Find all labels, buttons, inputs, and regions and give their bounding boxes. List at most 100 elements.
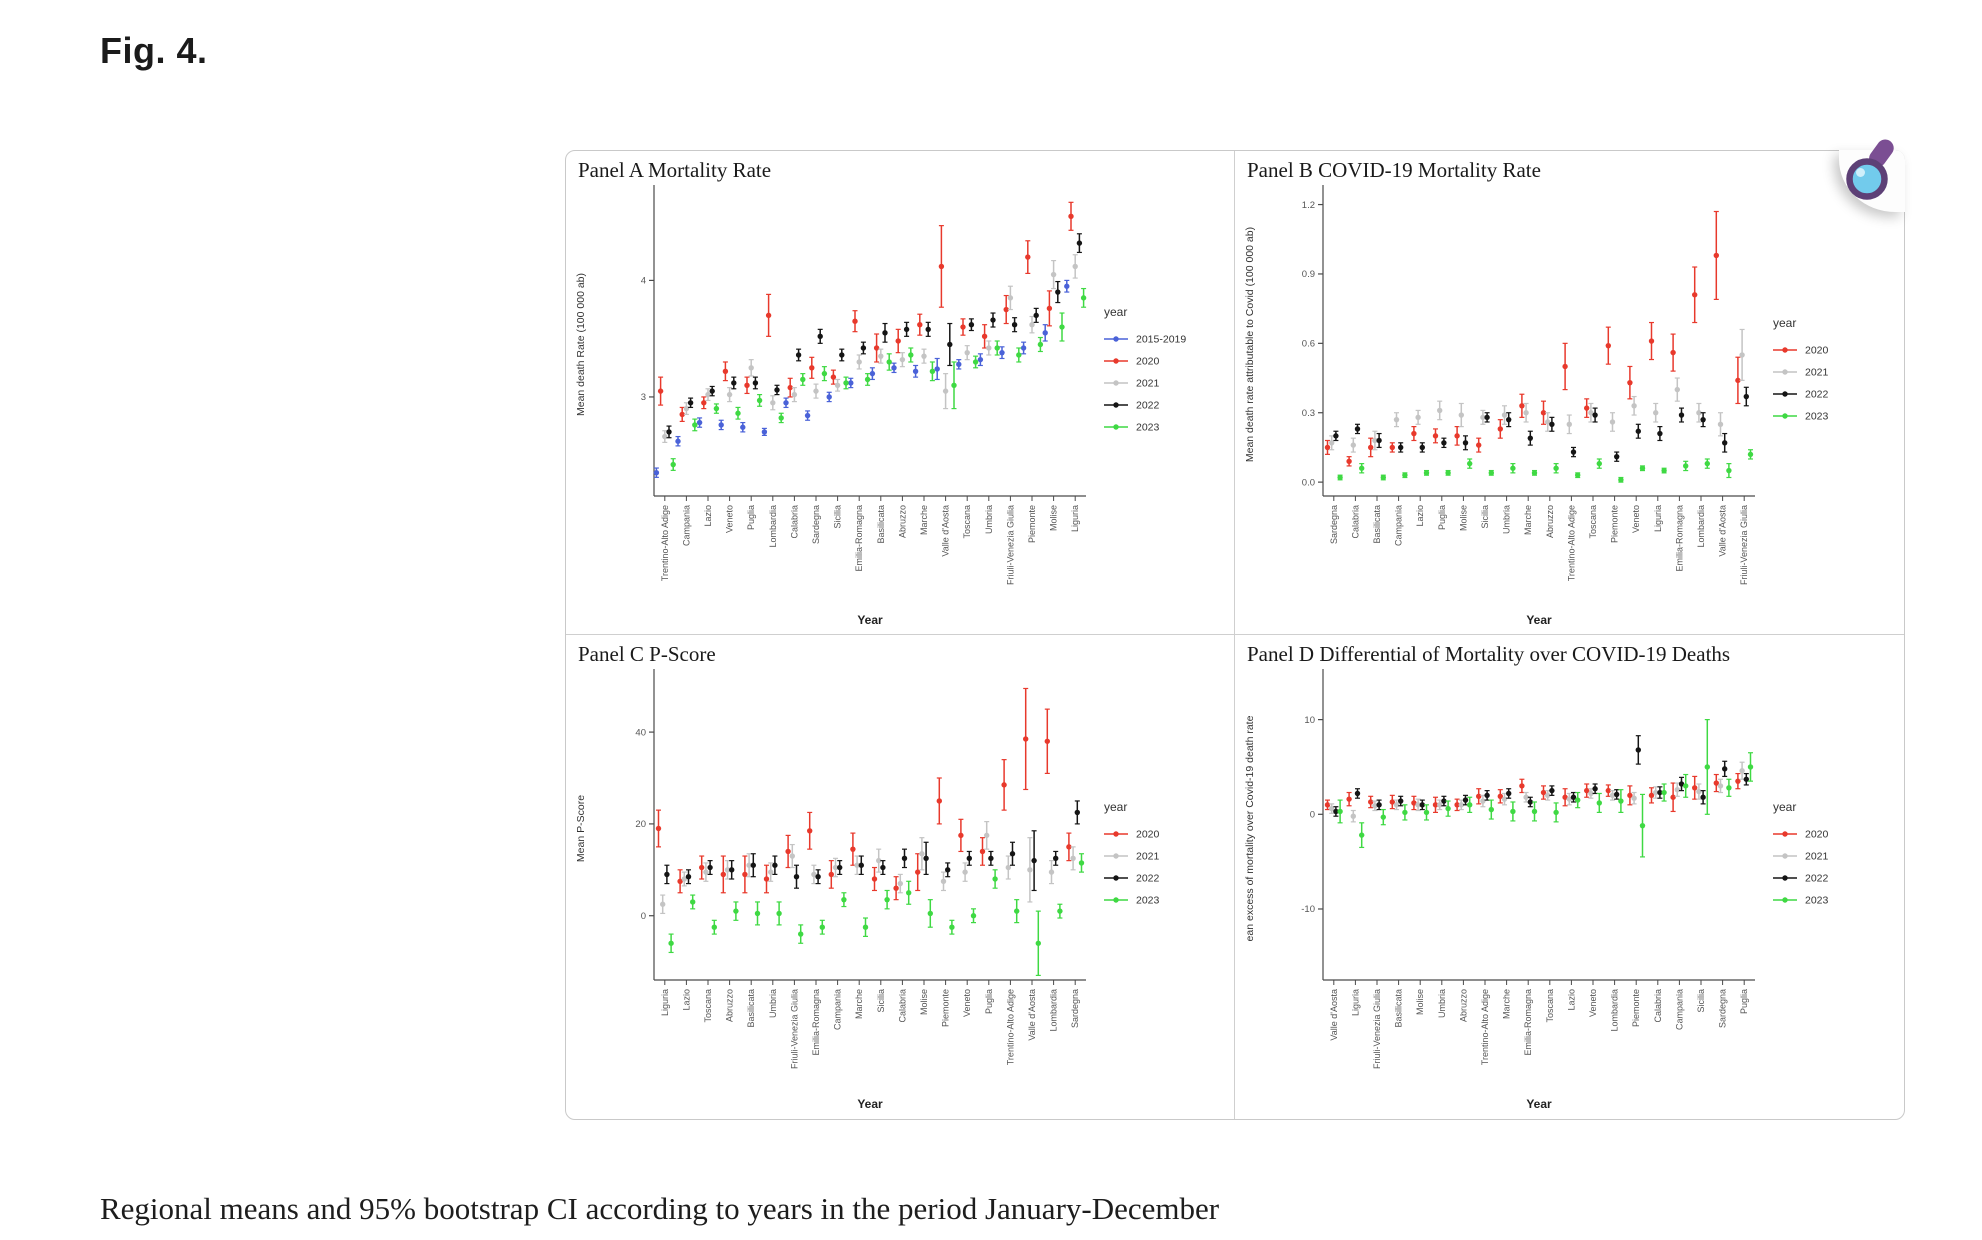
x-tick-label: Toscana xyxy=(703,989,713,1023)
x-tick-label: Lazio xyxy=(1415,505,1425,527)
x-tick-label: Abruzzo xyxy=(1458,989,1468,1022)
panels-grid: Panel A Mortality Rate 3 4 Trentino-Alto Ad… xyxy=(566,151,1904,1119)
x-tick-label: Valle d'Aosta xyxy=(1027,989,1037,1041)
x-tick-label: Lombardia xyxy=(768,505,778,548)
x-tick-label: Molise xyxy=(919,989,929,1015)
series-2020 xyxy=(1324,210,1741,467)
x-tick-label: Abruzzo xyxy=(897,505,907,538)
x-tick-label: Puglia xyxy=(1437,505,1447,530)
x-tick-label: Sicilia xyxy=(1480,505,1490,529)
panel-c-chart: Panel C P-Score 0 20 40 Liguria Lazio Toscana A… xyxy=(575,642,1160,1111)
x-tick-label: Sardegna xyxy=(1070,989,1080,1028)
x-axis-title: Year xyxy=(857,1097,883,1111)
y-tick-label: 0.3 xyxy=(1302,408,1315,419)
legend-key-point xyxy=(1782,347,1788,353)
x-tick-label: Umbria xyxy=(1437,989,1447,1018)
legend-key-point xyxy=(1113,380,1119,386)
x-tick-label: Liguria xyxy=(660,989,670,1016)
x-tick-label: Marche xyxy=(854,989,864,1019)
legend-key-point xyxy=(1782,391,1788,397)
x-tick-label: Lazio xyxy=(1566,989,1576,1011)
legend-entry-label: 2021 xyxy=(1136,851,1160,863)
x-tick-label: Calabria xyxy=(789,505,799,539)
panel-title: Panel D Differential of Mortality over C… xyxy=(1247,642,1730,666)
panel-a-chart: Panel A Mortality Rate 3 4 Trentino-Alto Ad… xyxy=(575,158,1186,627)
legend-key-point xyxy=(1782,853,1788,859)
legend-key-point xyxy=(1782,369,1788,375)
figure-caption: Regional means and 95% bootstrap CI acco… xyxy=(100,1191,1220,1226)
series-2023 xyxy=(1337,719,1754,858)
legend-entry-label: 2020 xyxy=(1805,829,1829,841)
legend-entry-label: 2022 xyxy=(1136,873,1160,885)
x-tick-label: Toscana xyxy=(1588,505,1598,539)
y-tick-label: 0.0 xyxy=(1302,477,1315,488)
y-tick-label: 4 xyxy=(641,276,646,287)
legend-key-point xyxy=(1782,897,1788,903)
legend-key-point xyxy=(1113,875,1119,881)
legend-entry-label: 2023 xyxy=(1805,895,1829,907)
x-tick-label: Liguria xyxy=(1653,505,1663,532)
series-2021 xyxy=(662,254,1078,443)
x-tick-label: Toscana xyxy=(1545,989,1555,1023)
series-2021 xyxy=(1329,328,1745,453)
x-tick-label: Campania xyxy=(1394,505,1404,546)
series-2021 xyxy=(660,821,1076,915)
x-axis-title: Year xyxy=(1526,1097,1552,1111)
y-tick-label: 10 xyxy=(1304,715,1315,726)
legend: year 2020 2021 2022 2023 xyxy=(1104,800,1160,907)
y-axis-title: ean excess of mortality over Covid-19 de… xyxy=(1244,715,1256,941)
x-tick-label: Molise xyxy=(1049,505,1059,531)
panel-a: Panel A Mortality Rate 3 4 Trentino-Alto Ad… xyxy=(566,151,1235,635)
series-2015-2019 xyxy=(653,279,1070,478)
x-tick-label: Piemonte xyxy=(1027,505,1037,543)
x-tick-label: Piemonte xyxy=(1631,989,1641,1027)
series-2023 xyxy=(1337,449,1754,483)
x-tick-label: Veneto xyxy=(1631,505,1641,533)
x-tick-label: Valle d'Aosta xyxy=(1718,505,1728,557)
legend-entry-label: 2022 xyxy=(1805,873,1829,885)
axes: 3 4 Trentino-Alto Adige Campania Lazio Veneto… xyxy=(641,185,1086,585)
x-tick-label: Lombardia xyxy=(1696,505,1706,548)
x-tick-label: Sardegna xyxy=(811,505,821,544)
figure-label: Fig. 4. xyxy=(100,30,208,71)
legend-entry-label: 2022 xyxy=(1136,400,1160,412)
legend-key-point xyxy=(1782,413,1788,419)
x-tick-label: Molise xyxy=(1415,989,1425,1015)
x-tick-label: Umbria xyxy=(1502,505,1512,534)
axes: 0 20 40 Liguria Lazio Toscana Abruzzo Basilicat… xyxy=(635,669,1086,1069)
x-tick-label: Piemonte xyxy=(1610,505,1620,543)
x-tick-label: Puglia xyxy=(1739,989,1749,1014)
x-tick-label: Basilicata xyxy=(746,989,756,1028)
x-tick-label: Lombardia xyxy=(1049,989,1059,1032)
y-tick-label: 0.9 xyxy=(1302,269,1315,280)
x-tick-label: Sicilia xyxy=(876,989,886,1013)
x-tick-label: Lazio xyxy=(681,989,691,1011)
legend-key-point xyxy=(1113,831,1119,837)
y-axis-title: Mean P-Score xyxy=(575,795,587,862)
x-tick-label: Campania xyxy=(681,505,691,546)
series-2022 xyxy=(666,233,1083,439)
axes: -10 0 10 Valle d'Aosta Liguria Friuli-Venezia… xyxy=(1301,669,1755,1069)
x-tick-label: Emilia-Romagna xyxy=(1523,989,1533,1056)
y-tick-label: 0 xyxy=(641,911,646,922)
legend-title: year xyxy=(1773,316,1796,330)
legend-key-point xyxy=(1113,853,1119,859)
x-tick-label: Emilia-Romagna xyxy=(811,989,821,1056)
y-axis-title: Mean death rate attributable to Covid (1… xyxy=(1244,227,1256,462)
series-2022 xyxy=(1333,386,1749,462)
x-tick-label: Valle d'Aosta xyxy=(941,505,951,557)
x-tick-label: Friuli-Venezia Giulia xyxy=(1739,505,1749,585)
x-tick-label: Lombardia xyxy=(1610,989,1620,1032)
x-tick-label: Sicilia xyxy=(833,505,843,529)
x-tick-label: Sicilia xyxy=(1696,989,1706,1013)
x-tick-label: Liguria xyxy=(1350,989,1360,1016)
x-tick-label: Veneto xyxy=(725,505,735,533)
y-tick-label: 0.6 xyxy=(1302,339,1315,350)
x-tick-label: Campania xyxy=(833,989,843,1030)
magnifier-icon xyxy=(1846,139,1894,200)
legend-entry-label: 2020 xyxy=(1136,829,1160,841)
zoom-affordance[interactable] xyxy=(1839,139,1905,212)
legend-entry-label: 2021 xyxy=(1136,378,1160,390)
legend-key-point xyxy=(1113,424,1119,430)
